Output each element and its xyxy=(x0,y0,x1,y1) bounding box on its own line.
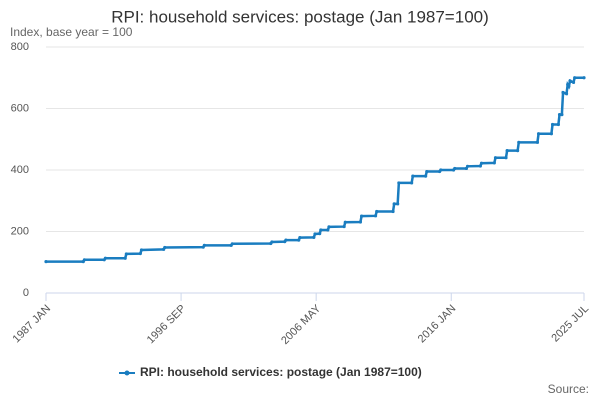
data-point xyxy=(568,79,572,83)
data-point xyxy=(479,161,484,165)
data-point xyxy=(297,238,301,242)
data-point xyxy=(343,220,347,224)
data-point xyxy=(505,149,509,153)
data-point xyxy=(163,245,167,250)
data-point xyxy=(410,181,414,185)
data-point xyxy=(138,252,142,256)
y-tick-label: 800 xyxy=(11,41,29,53)
data-point xyxy=(424,174,428,178)
data-point xyxy=(375,209,379,214)
data-point xyxy=(270,240,274,244)
data-point xyxy=(549,132,553,136)
data-point xyxy=(391,209,395,214)
data-point xyxy=(561,90,565,95)
data-point xyxy=(478,164,482,168)
data-point xyxy=(550,122,555,127)
x-tick-label: 2006 MAY xyxy=(279,302,324,347)
y-tick-label: 600 xyxy=(11,102,29,114)
data-point xyxy=(517,140,521,144)
data-point xyxy=(556,122,560,127)
data-point xyxy=(453,166,457,171)
data-point xyxy=(397,181,401,185)
data-point xyxy=(439,168,443,172)
data-point xyxy=(123,256,127,260)
y-tick-label: 400 xyxy=(11,164,29,176)
data-point xyxy=(342,224,346,229)
data-point xyxy=(124,252,128,256)
data-point xyxy=(425,169,429,174)
source: Source: xyxy=(548,382,589,396)
data-point xyxy=(313,232,317,236)
data-point xyxy=(44,260,48,264)
y-tick-label: 0 xyxy=(23,287,29,299)
data-point xyxy=(373,214,378,218)
data-point xyxy=(230,242,234,246)
x-tick-label: 1987 JAN xyxy=(11,303,54,346)
data-point xyxy=(564,92,569,96)
x-tick-label: 2016 JAN xyxy=(416,303,459,346)
data-point xyxy=(411,174,415,178)
data-point xyxy=(557,113,562,117)
legend-label: RPI: household services: postage (Jan 19… xyxy=(140,365,422,379)
data-point xyxy=(504,156,508,160)
data-point xyxy=(516,149,520,153)
data-point xyxy=(573,76,577,80)
data-point xyxy=(103,256,107,260)
data-point xyxy=(571,80,576,84)
data-point xyxy=(312,235,316,239)
x-tick-label: 2025 JUL xyxy=(549,303,591,345)
data-point xyxy=(582,76,586,80)
chart-subtitle: Index, base year = 100 xyxy=(10,25,133,39)
data-point xyxy=(284,238,288,242)
data-point xyxy=(493,156,498,160)
data-point xyxy=(318,232,322,236)
data-point xyxy=(298,236,302,240)
data-point xyxy=(319,228,323,232)
chart-title: RPI: household services: postage (Jan 19… xyxy=(111,7,489,26)
legend-marker xyxy=(124,370,130,376)
data-point xyxy=(392,202,396,206)
data-point xyxy=(535,140,540,144)
data-point xyxy=(82,258,87,262)
x-tick-label: 1996 SEP xyxy=(145,303,189,347)
data-point xyxy=(139,248,144,252)
data-point xyxy=(396,202,400,206)
data-point xyxy=(536,132,541,136)
data-point xyxy=(326,228,330,232)
data-point xyxy=(359,214,364,218)
data-point xyxy=(560,113,564,117)
data-point xyxy=(567,84,571,88)
data-point xyxy=(327,225,331,229)
data-point xyxy=(492,161,496,165)
data-point xyxy=(202,243,206,247)
data-point xyxy=(358,220,363,224)
y-tick-label: 200 xyxy=(11,225,29,237)
data-point xyxy=(465,164,470,168)
